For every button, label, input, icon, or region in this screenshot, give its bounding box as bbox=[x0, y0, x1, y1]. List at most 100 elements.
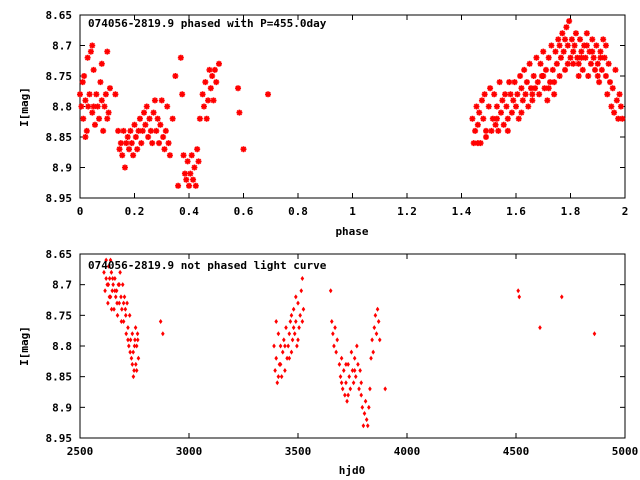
phased-x-tick-label: 1.4 bbox=[452, 205, 472, 218]
unphased-data-point bbox=[126, 325, 130, 331]
phased-data-point bbox=[162, 127, 169, 134]
phased-data-point bbox=[147, 127, 154, 134]
phased-data-point bbox=[541, 85, 548, 92]
unphased-data-point bbox=[127, 343, 131, 349]
phased-data-point bbox=[491, 91, 498, 98]
unphased-data-point bbox=[115, 312, 120, 318]
unphased-data-point bbox=[350, 368, 355, 374]
phased-data-point bbox=[105, 109, 112, 116]
unphased-data-point bbox=[106, 263, 111, 269]
unphased-data-point bbox=[339, 355, 344, 361]
unphased-data-point bbox=[120, 306, 124, 312]
phased-data-point bbox=[571, 42, 578, 49]
unphased-data-point bbox=[333, 325, 337, 331]
phased-data-point bbox=[164, 103, 171, 110]
unphased-data-point bbox=[274, 318, 278, 324]
unphased-data-point bbox=[353, 374, 358, 380]
phased-data-point bbox=[235, 85, 242, 92]
phased-data-point bbox=[575, 73, 582, 79]
unphased-data-point bbox=[276, 331, 281, 337]
phased-data-point bbox=[210, 97, 217, 104]
unphased-y-tick-label: 8.85 bbox=[46, 371, 73, 384]
phased-data-point bbox=[488, 127, 495, 134]
phased-data-point bbox=[537, 60, 544, 67]
phased-data-point bbox=[574, 54, 581, 61]
phased-data-point bbox=[548, 42, 555, 49]
phased-data-point bbox=[597, 54, 604, 61]
unphased-y-tick-label: 8.8 bbox=[52, 340, 72, 353]
unphased-data-point bbox=[283, 343, 287, 349]
phased-data-point bbox=[123, 140, 130, 147]
phased-data-point bbox=[499, 97, 506, 104]
phased-data-point bbox=[513, 103, 519, 110]
phased-data-point bbox=[135, 127, 142, 134]
phased-y-ticks: 8.65 8.7 8.75 8.8 8.85 8.9 8.95 bbox=[46, 9, 625, 205]
phased-data-point bbox=[101, 103, 108, 110]
unphased-data-point bbox=[106, 282, 111, 288]
unphased-data-point bbox=[132, 368, 136, 374]
phased-data-point bbox=[476, 109, 483, 116]
phased-x-axis-label: phase bbox=[335, 225, 368, 238]
phased-data-point bbox=[597, 48, 604, 55]
unphased-data-point bbox=[329, 318, 334, 324]
phased-data-point bbox=[504, 127, 511, 134]
unphased-data-point bbox=[362, 410, 367, 416]
phased-data-point bbox=[562, 36, 569, 43]
unphased-data-point bbox=[357, 386, 361, 392]
unphased-data-point bbox=[335, 337, 340, 343]
unphased-data-point bbox=[119, 318, 124, 324]
unphased-data-point bbox=[117, 300, 122, 306]
unphased-data-point bbox=[356, 361, 360, 367]
phased-data-point bbox=[522, 91, 529, 98]
phased-data-point bbox=[583, 42, 590, 49]
unphased-data-point bbox=[121, 300, 126, 306]
unphased-y-ticks: 8.65 8.7 8.75 8.8 8.85 8.9 8.95 bbox=[46, 248, 625, 445]
unphased-data-point bbox=[125, 300, 129, 306]
unphased-data-point bbox=[276, 374, 281, 380]
phased-data-point bbox=[196, 115, 203, 122]
phased-data-point bbox=[240, 146, 247, 153]
phased-data-point bbox=[106, 85, 113, 92]
phased-data-point bbox=[149, 140, 156, 147]
phased-data-point bbox=[500, 121, 507, 128]
phased-data-point bbox=[529, 91, 536, 98]
unphased-data-point bbox=[158, 318, 163, 324]
phased-plot-frame bbox=[79, 14, 626, 199]
phased-data-point bbox=[187, 170, 194, 177]
phased-data-point bbox=[547, 79, 554, 86]
unphased-data-point bbox=[338, 374, 343, 380]
phased-data-point bbox=[617, 103, 624, 110]
unphased-x-tick-label: 2500 bbox=[67, 445, 94, 458]
phased-data-point bbox=[480, 115, 487, 122]
phased-data-point bbox=[93, 91, 100, 98]
phased-x-tick-label: 1 bbox=[349, 205, 356, 218]
unphased-data-point bbox=[287, 331, 292, 337]
phased-data-point bbox=[202, 79, 209, 86]
phased-data-point bbox=[134, 146, 141, 153]
phased-data-point bbox=[514, 91, 521, 98]
unphased-data-point bbox=[111, 282, 115, 288]
phased-data-point bbox=[545, 54, 552, 61]
unphased-data-point bbox=[110, 276, 115, 282]
phased-data-point bbox=[195, 158, 202, 165]
unphased-data-point bbox=[104, 257, 108, 263]
unphased-data-point bbox=[559, 294, 564, 300]
unphased-data-point bbox=[134, 361, 138, 367]
phased-data-point bbox=[126, 146, 133, 153]
phased-x-tick-label: 0.6 bbox=[234, 205, 254, 218]
phased-data-point bbox=[553, 60, 560, 67]
phased-data-point bbox=[175, 182, 182, 189]
phased-data-point bbox=[81, 73, 88, 79]
phased-data-point bbox=[181, 170, 188, 177]
unphased-data-point bbox=[124, 331, 129, 337]
phased-data-point bbox=[166, 152, 173, 159]
phased-data-point bbox=[205, 97, 212, 104]
unphased-data-point bbox=[132, 343, 137, 349]
unphased-x-tick-label: 3000 bbox=[176, 445, 203, 458]
phased-data-point bbox=[236, 109, 243, 116]
unphased-data-point bbox=[107, 294, 112, 300]
phased-data-point bbox=[190, 176, 197, 183]
phased-data-point bbox=[577, 36, 584, 43]
unphased-data-point bbox=[343, 392, 347, 398]
phased-data-point bbox=[570, 60, 577, 67]
